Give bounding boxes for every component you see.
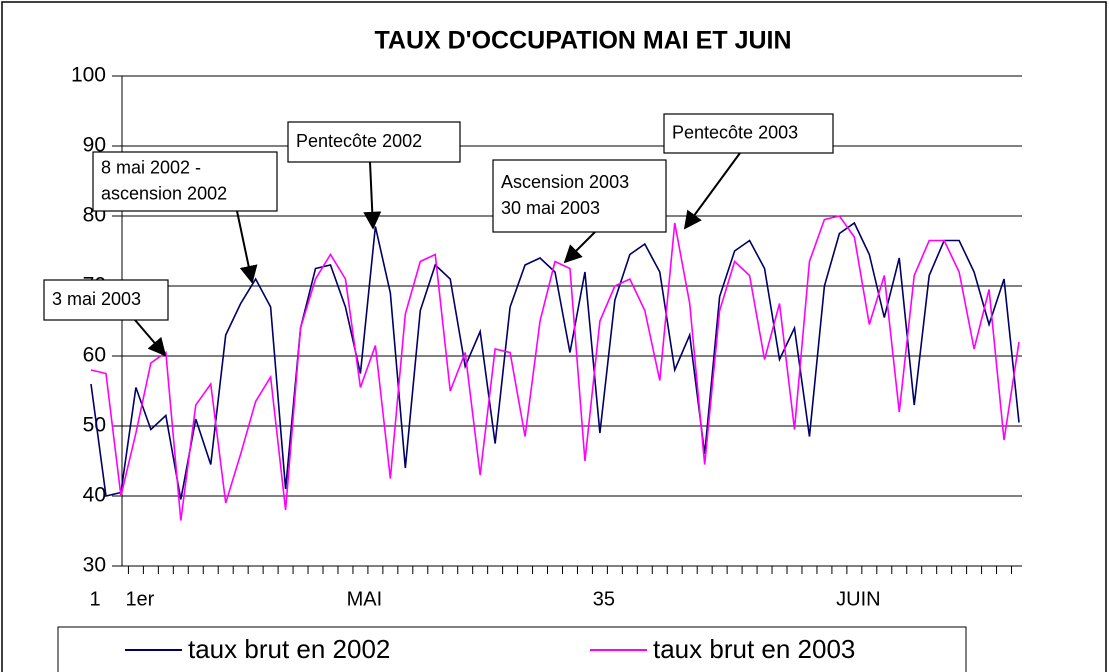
legend-box <box>57 626 967 672</box>
annotation-arrow <box>683 152 741 230</box>
annotation-arrow <box>236 210 258 284</box>
annotation-box <box>663 113 834 154</box>
annotation-arrow <box>134 319 167 357</box>
x-tick-label: 1 <box>89 588 100 610</box>
y-tick-label: 90 <box>83 134 106 157</box>
annotation-box <box>43 279 169 321</box>
annotation-text: Pentecôte 2003 <box>672 122 798 142</box>
chart-title: TAUX D'OCCUPATION MAI ET JUIN <box>374 27 791 55</box>
annotation-text: Pentecôte 2002 <box>296 131 422 151</box>
annotation-box <box>287 121 461 163</box>
x-tick-label: JUIN <box>836 588 880 610</box>
annotation-box <box>492 159 667 233</box>
annotation-text: ascension 2002 <box>101 183 227 203</box>
annotation-text: 3 mai 2003 <box>52 289 141 309</box>
annotation-text: 30 mai 2003 <box>501 198 600 218</box>
y-tick-label: 30 <box>83 554 106 577</box>
y-tick-label: 100 <box>71 64 106 87</box>
y-tick-label: 40 <box>83 484 106 507</box>
y-tick-label: 60 <box>83 344 106 367</box>
y-tick-label: 50 <box>83 414 106 437</box>
annotation-box <box>92 151 278 212</box>
x-tick-label: MAI <box>347 588 383 610</box>
annotation-arrow <box>363 161 382 230</box>
series-line <box>90 221 1020 500</box>
legend-label: taux brut en 2002 <box>188 634 390 664</box>
x-tick-label: 1er <box>125 588 154 610</box>
series-line <box>90 215 1020 521</box>
annotation-arrow <box>563 231 596 264</box>
x-tick-label: 35 <box>593 588 615 610</box>
legend-label: taux brut en 2003 <box>653 634 855 664</box>
annotation-text: Ascension 2003 <box>501 172 629 192</box>
annotation-text: 8 mai 2002 - <box>101 157 201 177</box>
